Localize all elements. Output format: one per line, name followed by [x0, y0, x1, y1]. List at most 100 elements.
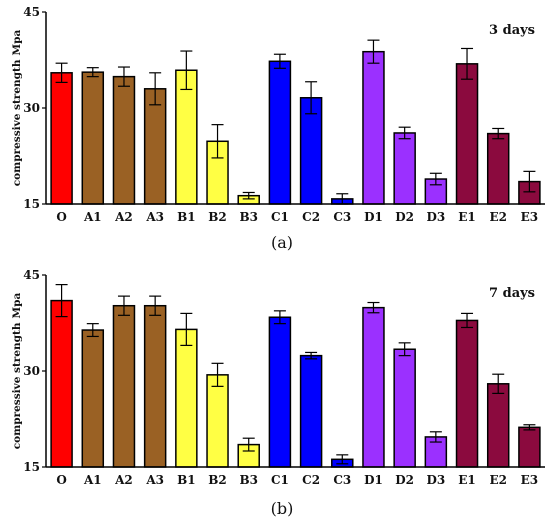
x-tick-label-E2: E2 [489, 210, 507, 224]
x-tick-label-C3: C3 [333, 473, 351, 487]
bar-A1 [81, 329, 105, 468]
x-tick-label-D3: D3 [426, 210, 445, 224]
x-tick-label-C2: C2 [302, 210, 320, 224]
error-bar-E1 [461, 312, 474, 329]
bar-C1 [268, 316, 292, 468]
y-tick-label-15: 15 [23, 460, 40, 474]
bar-E1 [455, 319, 479, 468]
bar-E2 [486, 132, 510, 205]
error-bar-A3 [149, 295, 162, 316]
y-axis-label-text: compressive strength [11, 59, 23, 186]
chart-panel-a: O A1 A2 A3 B1 B2 B3 C1 C2 C3 D1 D2 D3 E1 E2 E3153045com… [11, 5, 545, 252]
error-bar-B1 [180, 50, 193, 91]
error-bar-E2 [492, 373, 505, 394]
error-bar-B2 [211, 362, 224, 387]
error-bar-A3 [149, 72, 162, 106]
error-bar-A1 [86, 67, 99, 78]
x-tick-label-C1: C1 [271, 210, 289, 224]
x-tick-label-E2: E2 [489, 473, 507, 487]
bar-A3 [143, 304, 167, 468]
error-bar-A1 [86, 323, 99, 338]
x-tick-label-B2: B2 [208, 210, 227, 224]
error-bar-D3 [429, 431, 442, 443]
error-bar-C2 [305, 351, 318, 360]
error-bar-E1 [461, 47, 474, 80]
x-tick-label-O: O [56, 210, 66, 224]
chart-panel-b: O A1 A2 A3 B1 B2 B3 C1 C2 C3 D1 D2 D3 E1 E2 E3153045com… [11, 268, 545, 518]
bar-E3 [518, 426, 541, 468]
x-tick-label-O: O [56, 473, 66, 487]
x-tick-label-D1: D1 [364, 473, 383, 487]
error-bar-D2 [398, 126, 411, 140]
x-tick-label-B3: B3 [239, 473, 258, 487]
error-bar-C2 [305, 81, 318, 115]
x-tick-label-C2: C2 [302, 473, 320, 487]
duration-annotation: 7 days [489, 286, 535, 301]
x-tick-label-A3: A3 [145, 210, 164, 224]
duration-annotation: 3 days [489, 23, 535, 38]
bar-A2 [112, 75, 136, 205]
bar-C2 [299, 354, 323, 468]
error-bar-A2 [117, 66, 130, 87]
panel-caption: (b) [271, 499, 294, 518]
error-bar-C1 [273, 53, 286, 69]
error-bar-C1 [273, 310, 286, 325]
error-bar-B3 [242, 191, 255, 200]
x-tick-label-C3: C3 [333, 210, 351, 224]
bar-A1 [81, 71, 105, 205]
y-tick-label-30: 30 [23, 364, 40, 378]
x-tick-label-D3: D3 [426, 473, 445, 487]
y-tick-label-30: 30 [23, 101, 40, 115]
error-bar-C3 [336, 454, 349, 465]
y-tick-label-45: 45 [23, 268, 40, 282]
error-bar-B3 [242, 437, 255, 452]
x-tick-label-A2: A2 [114, 473, 133, 487]
x-tick-label-A1: A1 [83, 210, 102, 224]
y-tick-label-45: 45 [23, 5, 40, 19]
bar-B1 [175, 328, 198, 468]
error-bar-E2 [492, 127, 505, 140]
x-tick-label-D2: D2 [395, 473, 414, 487]
y-axis-label-text: compressive strength [11, 322, 23, 449]
x-tick-label-E1: E1 [458, 210, 476, 224]
bar-O [50, 299, 73, 468]
bar-D2 [393, 132, 416, 205]
y-axis-unit: Mpa [11, 30, 23, 56]
x-tick-label-B1: B1 [177, 473, 196, 487]
x-tick-label-A3: A3 [145, 473, 164, 487]
y-axis-label: compressive strength Mpa [11, 30, 23, 187]
x-tick-label-A2: A2 [114, 210, 133, 224]
x-tick-label-D2: D2 [395, 210, 414, 224]
x-tick-label-B1: B1 [177, 210, 196, 224]
x-tick-label-A1: A1 [83, 473, 102, 487]
error-bar-O [55, 284, 68, 318]
bar-D1 [362, 306, 385, 468]
bar-C1 [268, 60, 292, 205]
x-tick-label-C1: C1 [271, 473, 289, 487]
y-axis-unit: Mpa [11, 293, 23, 319]
error-bar-B1 [180, 312, 193, 346]
error-bar-E3 [523, 170, 536, 193]
x-tick-label-E3: E3 [521, 210, 539, 224]
error-bar-D1 [367, 39, 380, 64]
bar-E1 [455, 63, 479, 205]
bar-D1 [362, 50, 385, 205]
bar-A3 [143, 88, 167, 205]
bar-B1 [175, 69, 198, 205]
bar-B2 [206, 374, 229, 468]
error-bar-O [55, 62, 68, 84]
bar-D2 [393, 348, 416, 468]
panel-caption: (a) [271, 233, 293, 252]
bar-O [50, 72, 73, 205]
error-bar-E3 [523, 424, 536, 431]
y-axis-label: compressive strength Mpa [11, 293, 23, 450]
bar-E2 [486, 383, 510, 468]
error-bar-B2 [211, 124, 224, 159]
bar-A2 [112, 304, 136, 468]
error-bar-A2 [117, 295, 130, 316]
error-bar-D3 [429, 172, 442, 186]
x-tick-label-E3: E3 [521, 473, 539, 487]
error-bar-D2 [398, 342, 411, 357]
x-tick-label-B3: B3 [239, 210, 258, 224]
